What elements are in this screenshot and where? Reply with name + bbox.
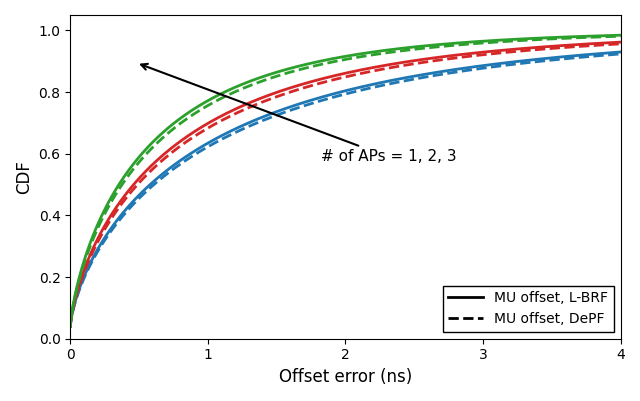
X-axis label: Offset error (ns): Offset error (ns) (279, 368, 412, 386)
Legend: MU offset, L-BRF, MU offset, DePF: MU offset, L-BRF, MU offset, DePF (443, 286, 614, 332)
Text: # of APs = 1, 2, 3: # of APs = 1, 2, 3 (141, 64, 456, 164)
Y-axis label: CDF: CDF (15, 160, 33, 194)
